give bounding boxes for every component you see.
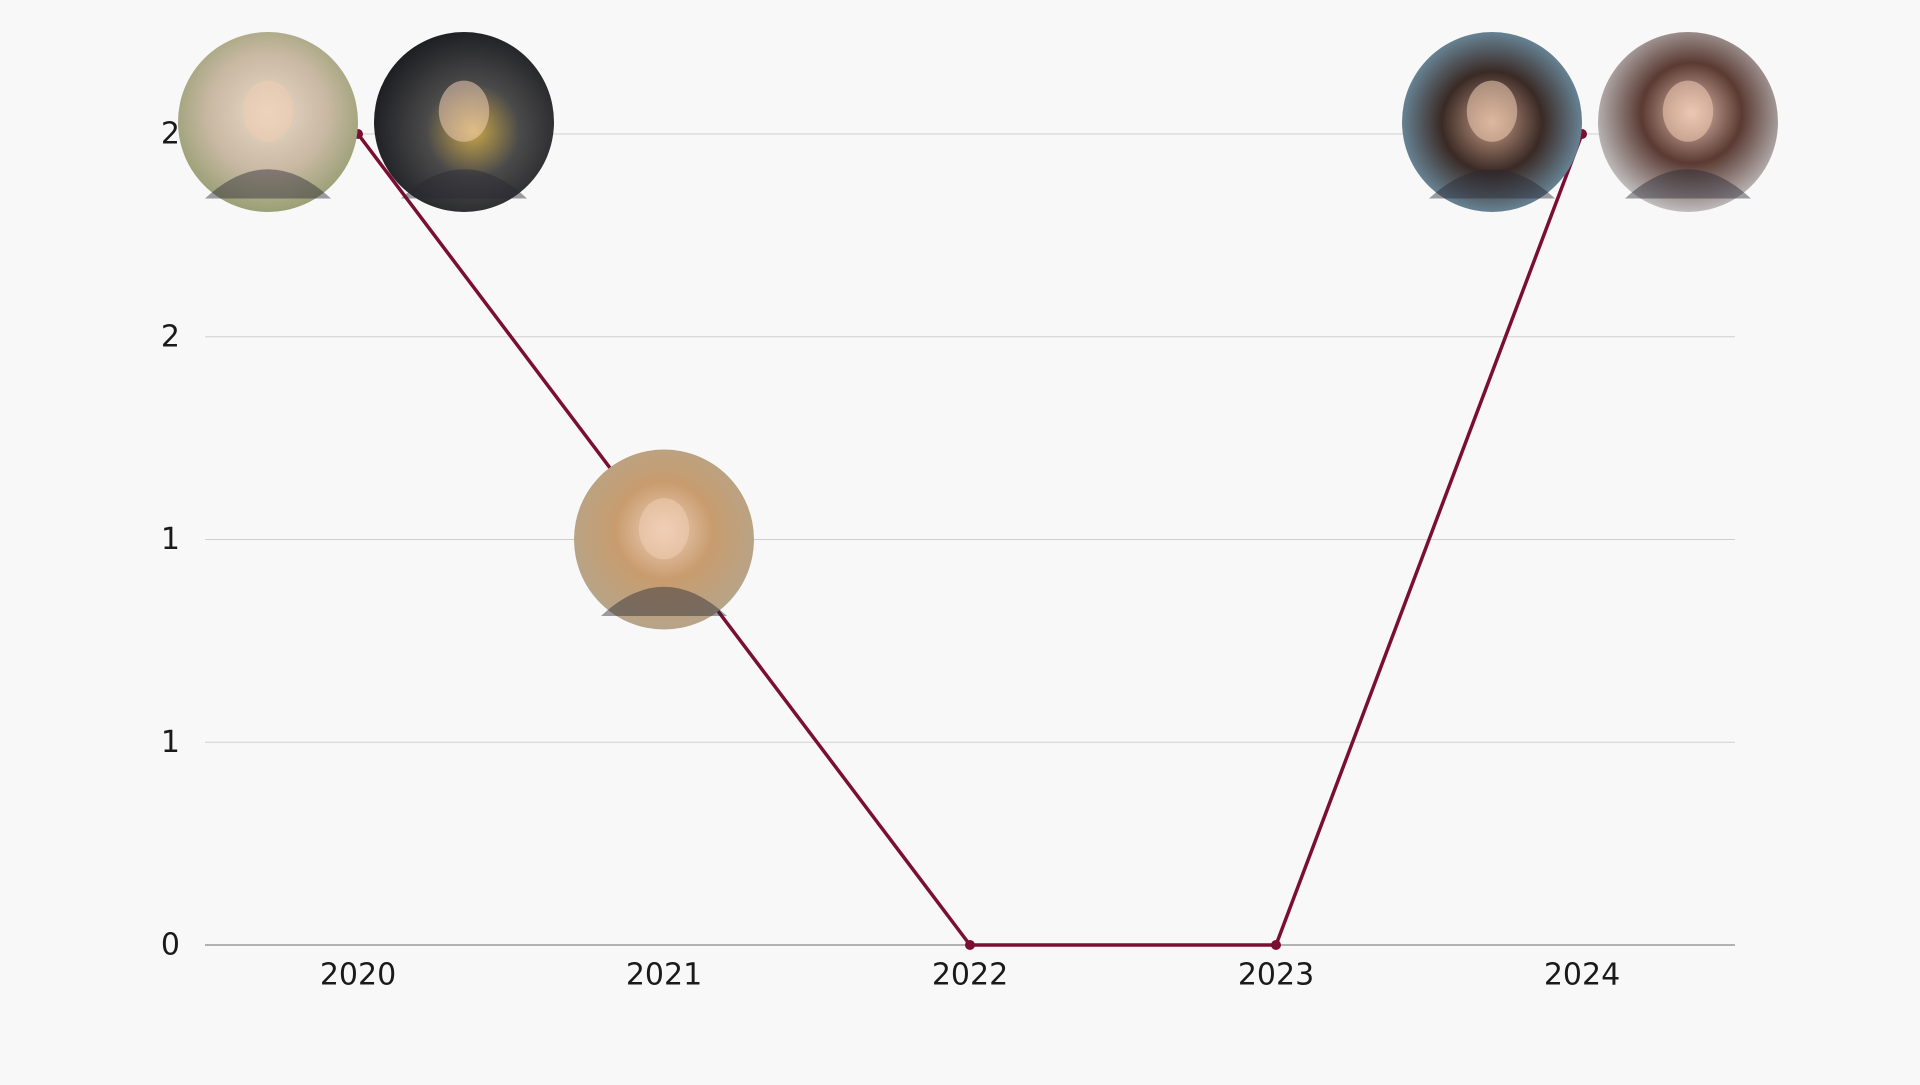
x-tick-label: 2022	[932, 958, 1008, 993]
y-tick-label: 2	[161, 319, 180, 354]
y-tick-label: 2	[161, 117, 180, 152]
y-tick-label: 0	[161, 928, 180, 963]
data-point	[1271, 940, 1281, 950]
x-tick-label: 2023	[1238, 958, 1314, 993]
avatar-head	[242, 80, 294, 142]
x-tick-label: 2020	[320, 958, 396, 993]
avatar-head	[438, 80, 490, 142]
y-tick-label: 1	[161, 522, 180, 557]
avatar-photo	[374, 32, 554, 212]
avatar-shoulders	[601, 586, 727, 616]
avatar-photo	[178, 32, 358, 212]
avatar-head	[1466, 80, 1518, 142]
avatar-photo	[1402, 32, 1582, 212]
axis-layer: 0 1 1 2 2 2020 2021 2022 2023 2024	[161, 117, 1735, 993]
avatar-photo	[574, 449, 754, 630]
y-tick-label: 1	[161, 725, 180, 760]
avatar-head	[638, 498, 690, 560]
avatar-shoulders	[1625, 169, 1751, 199]
x-tick-label: 2021	[626, 958, 702, 993]
avatar-shoulders	[1429, 169, 1555, 199]
photo-marker-layer	[178, 32, 1778, 630]
grid-layer	[205, 133, 1735, 743]
avatar-shoulders	[401, 169, 527, 199]
avatar-head	[1662, 80, 1714, 142]
data-point	[965, 940, 975, 950]
avatar-photo	[1598, 32, 1778, 212]
avatar-shoulders	[205, 169, 331, 199]
x-tick-label: 2024	[1544, 958, 1620, 993]
